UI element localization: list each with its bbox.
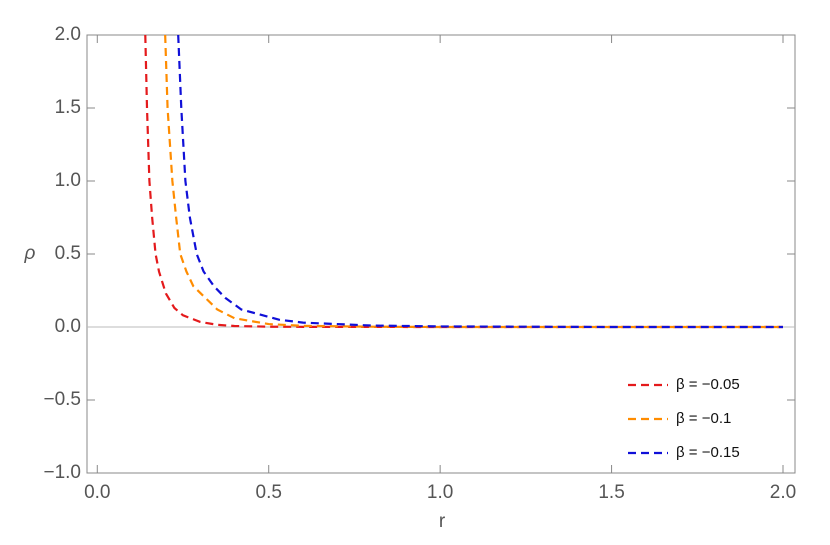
y-tick-label: 1.5 <box>55 97 81 118</box>
x-tick-label: 0.5 <box>256 482 282 503</box>
x-axis-label: r <box>439 511 446 532</box>
y-tick-label: 1.0 <box>55 170 81 191</box>
y-tick-label: 0.0 <box>55 316 81 337</box>
y-tick-label: 2.0 <box>55 24 81 45</box>
y-tick-label: 0.5 <box>55 243 81 264</box>
legend-label: β = −0.1 <box>676 410 731 427</box>
y-axis-label: ρ <box>24 243 36 264</box>
x-tick-label: 2.0 <box>770 482 796 503</box>
legend-label: β = −0.15 <box>676 444 740 461</box>
data-line <box>164 35 783 329</box>
data-line <box>144 35 783 329</box>
x-tick-label: 1.0 <box>427 482 453 503</box>
data-line <box>177 35 783 329</box>
plot-frame <box>86 34 796 474</box>
x-tick-label: 1.5 <box>598 482 624 503</box>
y-tick-label: −0.5 <box>43 389 81 410</box>
y-tick-label: −1.0 <box>43 462 81 483</box>
x-tick-label: 0.0 <box>84 482 110 503</box>
legend-label: β = −0.05 <box>676 376 740 393</box>
